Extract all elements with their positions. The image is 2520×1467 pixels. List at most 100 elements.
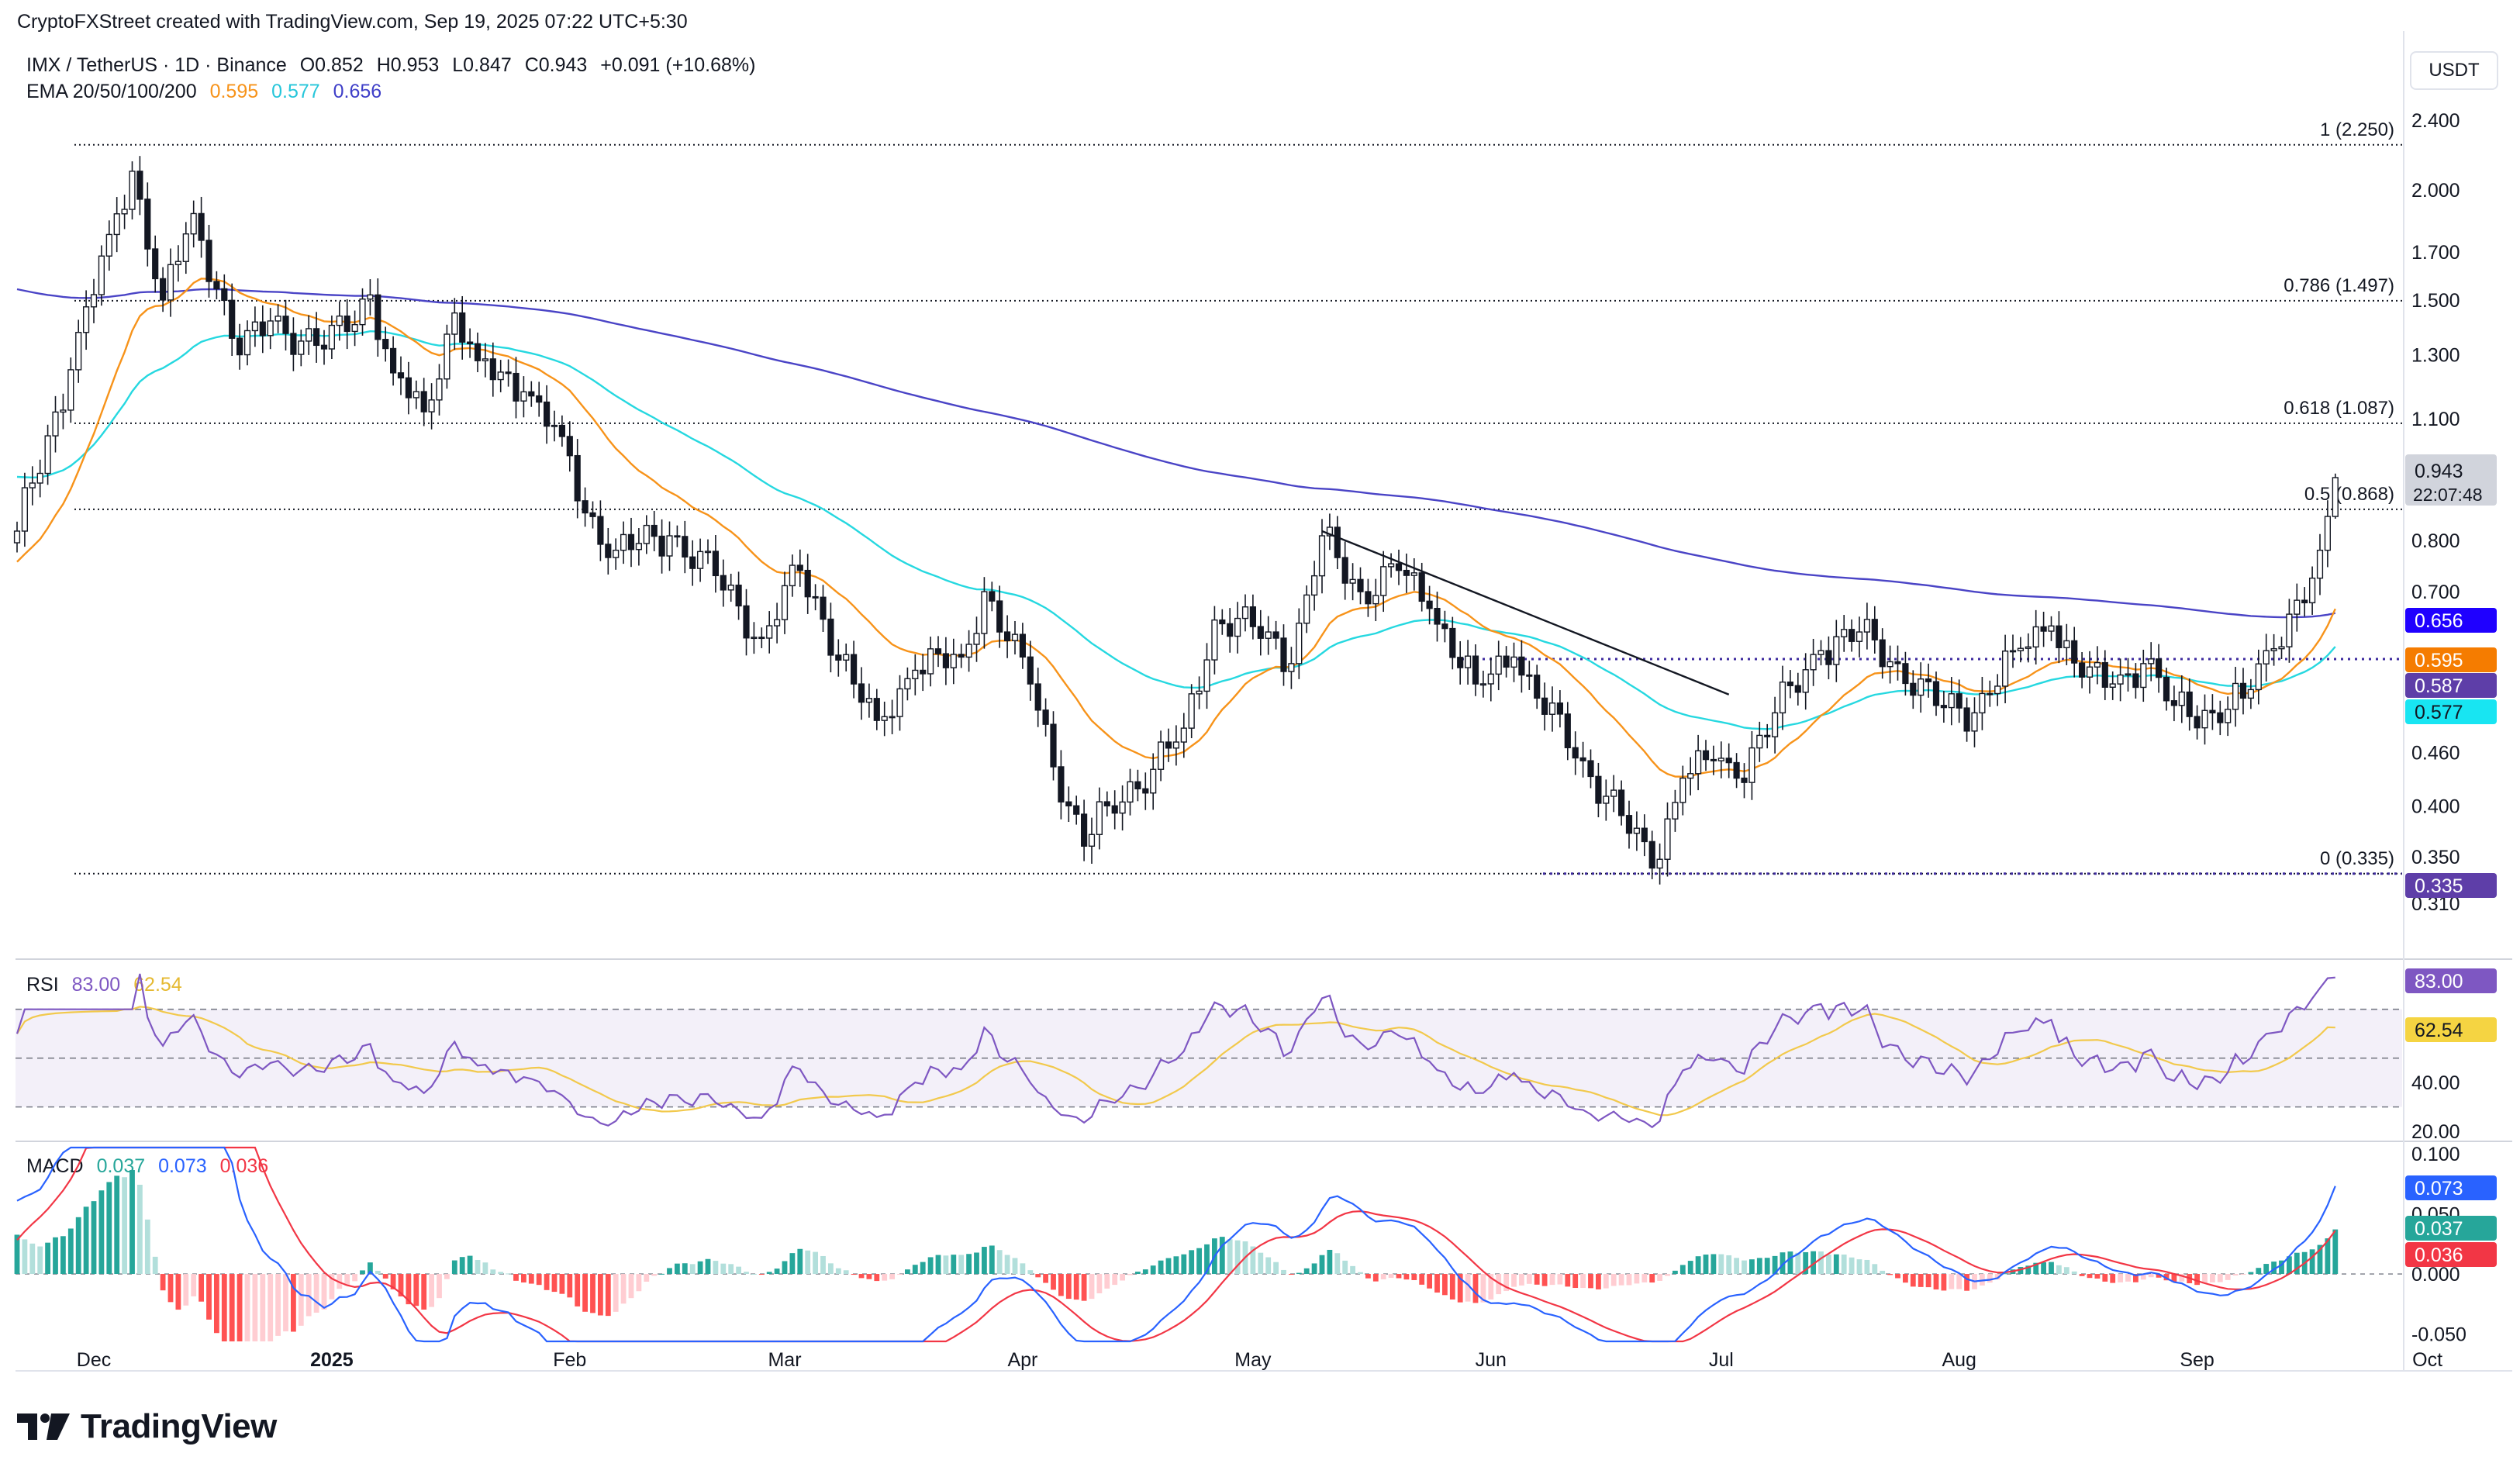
candle-body: [1541, 697, 1548, 715]
macd-histogram-bar: [582, 1274, 588, 1312]
macd-tick-label: 0.100: [2411, 1144, 2460, 1165]
macd-histogram-bar: [1073, 1274, 1079, 1300]
macd-histogram-bar: [1856, 1259, 1862, 1275]
macd-signal-badge[interactable]: [2405, 1242, 2497, 1267]
candle-body: [405, 377, 413, 399]
macd-histogram-bar: [191, 1274, 197, 1296]
macd-hist-badge[interactable]: [2405, 1216, 2497, 1241]
ema50-badge[interactable]: [2405, 699, 2497, 724]
macd-histogram-bar: [1004, 1255, 1010, 1275]
macd-histogram-bar: [2325, 1238, 2331, 1275]
macd-histogram-bar: [927, 1257, 934, 1275]
macd-histogram-bar: [705, 1258, 711, 1275]
macd-histogram-bar: [1388, 1274, 1394, 1279]
macd-histogram-bar: [1780, 1252, 1786, 1275]
candle-body: [1196, 690, 1203, 695]
candle-body: [2071, 640, 2078, 664]
ema200-badge[interactable]: [2405, 608, 2497, 633]
candle-body: [1464, 655, 1472, 668]
macd-histogram-bar: [1427, 1274, 1432, 1289]
candle-body: [666, 535, 673, 557]
macd-histogram-bar: [1442, 1274, 1448, 1296]
candle-body: [627, 533, 635, 551]
time-tick-label: Sep: [2180, 1349, 2214, 1371]
candle-body: [1372, 595, 1379, 605]
macd-histogram-bar: [1511, 1274, 1517, 1287]
macd-histogram-bar: [1081, 1274, 1087, 1301]
macd-histogram-bar: [1749, 1259, 1755, 1275]
candle-body: [2217, 712, 2224, 723]
candle-body: [1733, 761, 1740, 779]
candle-body: [2316, 549, 2324, 579]
macd-histogram-bar: [2294, 1252, 2300, 1275]
candle-body: [735, 585, 742, 607]
candle-body: [1932, 681, 1940, 706]
macd-histogram-bar: [1265, 1257, 1272, 1275]
macd-histogram-bar: [1150, 1265, 1156, 1275]
candle-body: [1656, 858, 1663, 869]
price-tick-label: 1.300: [2411, 345, 2460, 367]
candle-body: [251, 321, 259, 332]
macd-histogram-bar: [905, 1269, 910, 1275]
candle-body: [1272, 631, 1279, 639]
macd-histogram-bar: [1787, 1251, 1793, 1275]
rsi-label[interactable]: RSI: [26, 974, 59, 996]
macd-histogram-bar: [1020, 1263, 1026, 1275]
candle-body: [1249, 606, 1257, 627]
candle-body: [1587, 760, 1594, 778]
macd-histogram-bar: [551, 1274, 558, 1293]
ema-label[interactable]: EMA 20/50/100/200: [26, 81, 197, 102]
macd-histogram-bar: [275, 1274, 281, 1336]
macd-histogram-bar: [651, 1274, 658, 1276]
macd-histogram-bar: [1234, 1240, 1241, 1275]
candle-body: [582, 500, 589, 514]
candle-body: [1526, 674, 1533, 677]
candle-body: [1357, 578, 1364, 592]
rsi-ma-badge[interactable]: [2405, 1017, 2497, 1042]
candle-body: [267, 320, 274, 337]
time-tick-label: Oct: [2412, 1349, 2442, 1371]
macd-histogram-bar: [1649, 1274, 1655, 1283]
candle-body: [1341, 557, 1348, 584]
candle-body: [965, 644, 972, 658]
macd-histogram-bar: [590, 1274, 595, 1313]
macd-histogram-bar: [382, 1274, 388, 1279]
candles: [13, 156, 2339, 885]
last-price-badge[interactable]: [2405, 454, 2497, 506]
macd-histogram-bar: [1580, 1274, 1586, 1289]
candle-body: [2025, 646, 2032, 649]
macd-badge[interactable]: [2405, 1175, 2497, 1200]
macd-histogram-bar: [1227, 1239, 1233, 1275]
macd-histogram-bar: [1526, 1274, 1532, 1284]
macd-histogram-bar: [758, 1274, 765, 1275]
currency-button[interactable]: USDT: [2410, 51, 2498, 90]
macd-histogram-bar: [1104, 1274, 1110, 1289]
macd-histogram-bar: [851, 1274, 857, 1275]
macd-histogram-bar: [2125, 1274, 2131, 1282]
tradingview-logo[interactable]: TradingView: [17, 1407, 277, 1446]
macd-histogram-bar: [1258, 1252, 1264, 1275]
candle-body: [704, 551, 712, 554]
candle-body: [1441, 623, 1448, 630]
macd-histogram-bar: [390, 1274, 396, 1289]
fib-zero-badge[interactable]: [2405, 873, 2497, 898]
macd-histogram-bar: [167, 1274, 174, 1303]
symbol-name[interactable]: IMX / TetherUS · 1D · Binance: [26, 54, 287, 76]
ema20-badge[interactable]: [2405, 647, 2497, 672]
candle-body: [1280, 637, 1287, 672]
rsi-badge[interactable]: [2405, 968, 2497, 993]
macd-histogram-bar: [2063, 1267, 2070, 1275]
macd-histogram-bar: [114, 1175, 120, 1275]
macd-histogram-bar: [1565, 1274, 1571, 1287]
candle-body: [1818, 650, 1824, 655]
macd-histogram-bar: [1679, 1265, 1686, 1275]
macd-histogram-bar: [912, 1265, 918, 1275]
macd-histogram-bar: [1803, 1251, 1809, 1275]
candle-body: [1310, 575, 1318, 596]
trendline[interactable]: [1321, 530, 1730, 696]
macd-histogram-bar: [1726, 1255, 1732, 1275]
candle-body: [1426, 600, 1433, 609]
support-badge[interactable]: [2405, 673, 2497, 698]
candle-body: [620, 533, 627, 551]
